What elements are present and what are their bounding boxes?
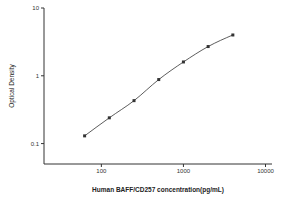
- svg-text:Optical Density: Optical Density: [8, 63, 16, 107]
- svg-text:1: 1: [36, 73, 40, 79]
- svg-text:100: 100: [96, 168, 107, 174]
- svg-text:Human BAFF/CD257 concentration: Human BAFF/CD257 concentration(pg/mL): [92, 186, 224, 194]
- svg-text:0.1: 0.1: [31, 141, 40, 147]
- svg-text:10: 10: [32, 5, 39, 11]
- svg-text:1000: 1000: [177, 168, 191, 174]
- svg-text:10000: 10000: [257, 168, 274, 174]
